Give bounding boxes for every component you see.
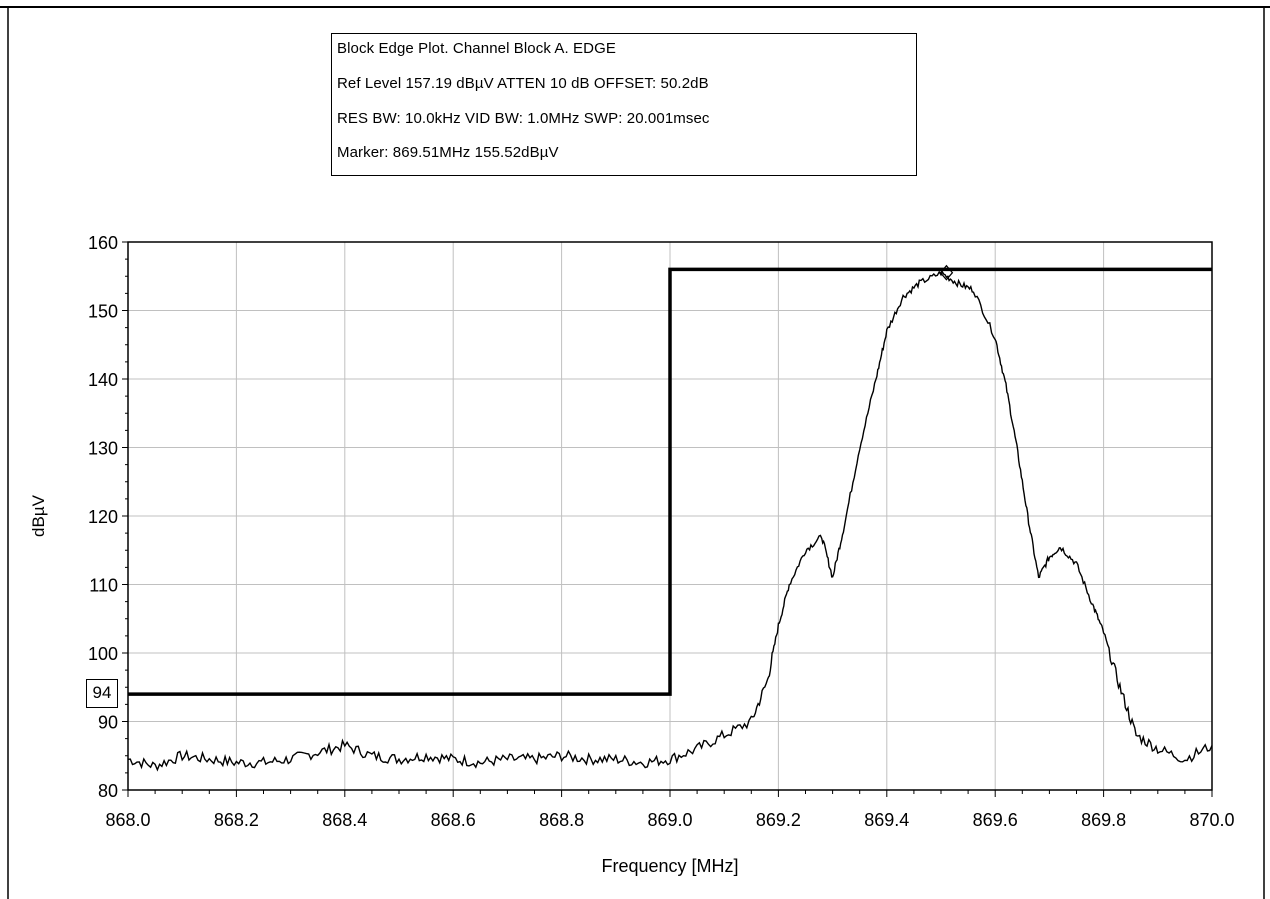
plot-info-box: Block Edge Plot. Channel Block A. EDGE R… [331,33,917,176]
y-axis-label: dBµV [29,494,48,537]
info-title-line: Block Edge Plot. Channel Block A. EDGE [337,40,616,57]
info-bandwidth-line: RES BW: 10.0kHz VID BW: 1.0MHz SWP: 20.0… [337,110,710,127]
x-tick-label: 869.6 [973,810,1018,830]
y-tick-label: 110 [89,576,118,596]
limit-line [128,267,1212,696]
x-axis-label: Frequency [MHz] [601,856,738,876]
x-tick-label: 868.0 [105,810,150,830]
info-marker-line: Marker: 869.51MHz 155.52dBµV [337,144,559,161]
y-tick-label: 140 [88,370,118,390]
x-tick-label: 869.4 [864,810,909,830]
y-tick-label: 160 [88,233,118,253]
x-tick-label: 869.2 [756,810,801,830]
spectrum-trace [127,270,1213,772]
peak-marker [939,264,954,281]
x-tick-label: 868.6 [431,810,476,830]
x-tick-label: 868.4 [322,810,367,830]
y-tick-label: 120 [88,507,118,527]
y-tick-label: 130 [88,439,118,459]
x-tick-label: 869.8 [1081,810,1126,830]
y-tick-label: 150 [88,302,118,322]
y-tick-label: 100 [88,644,118,664]
y-tick-label: 80 [98,781,118,801]
x-tick-label: 868.2 [214,810,259,830]
x-tick-label: 869.0 [647,810,692,830]
x-tick-label: 870.0 [1189,810,1234,830]
limit-reference-label: 94 [86,679,118,708]
y-tick-label: 90 [98,713,118,733]
x-tick-label: 868.8 [539,810,584,830]
info-ref-level-line: Ref Level 157.19 dBµV ATTEN 10 dB OFFSET… [337,75,709,92]
